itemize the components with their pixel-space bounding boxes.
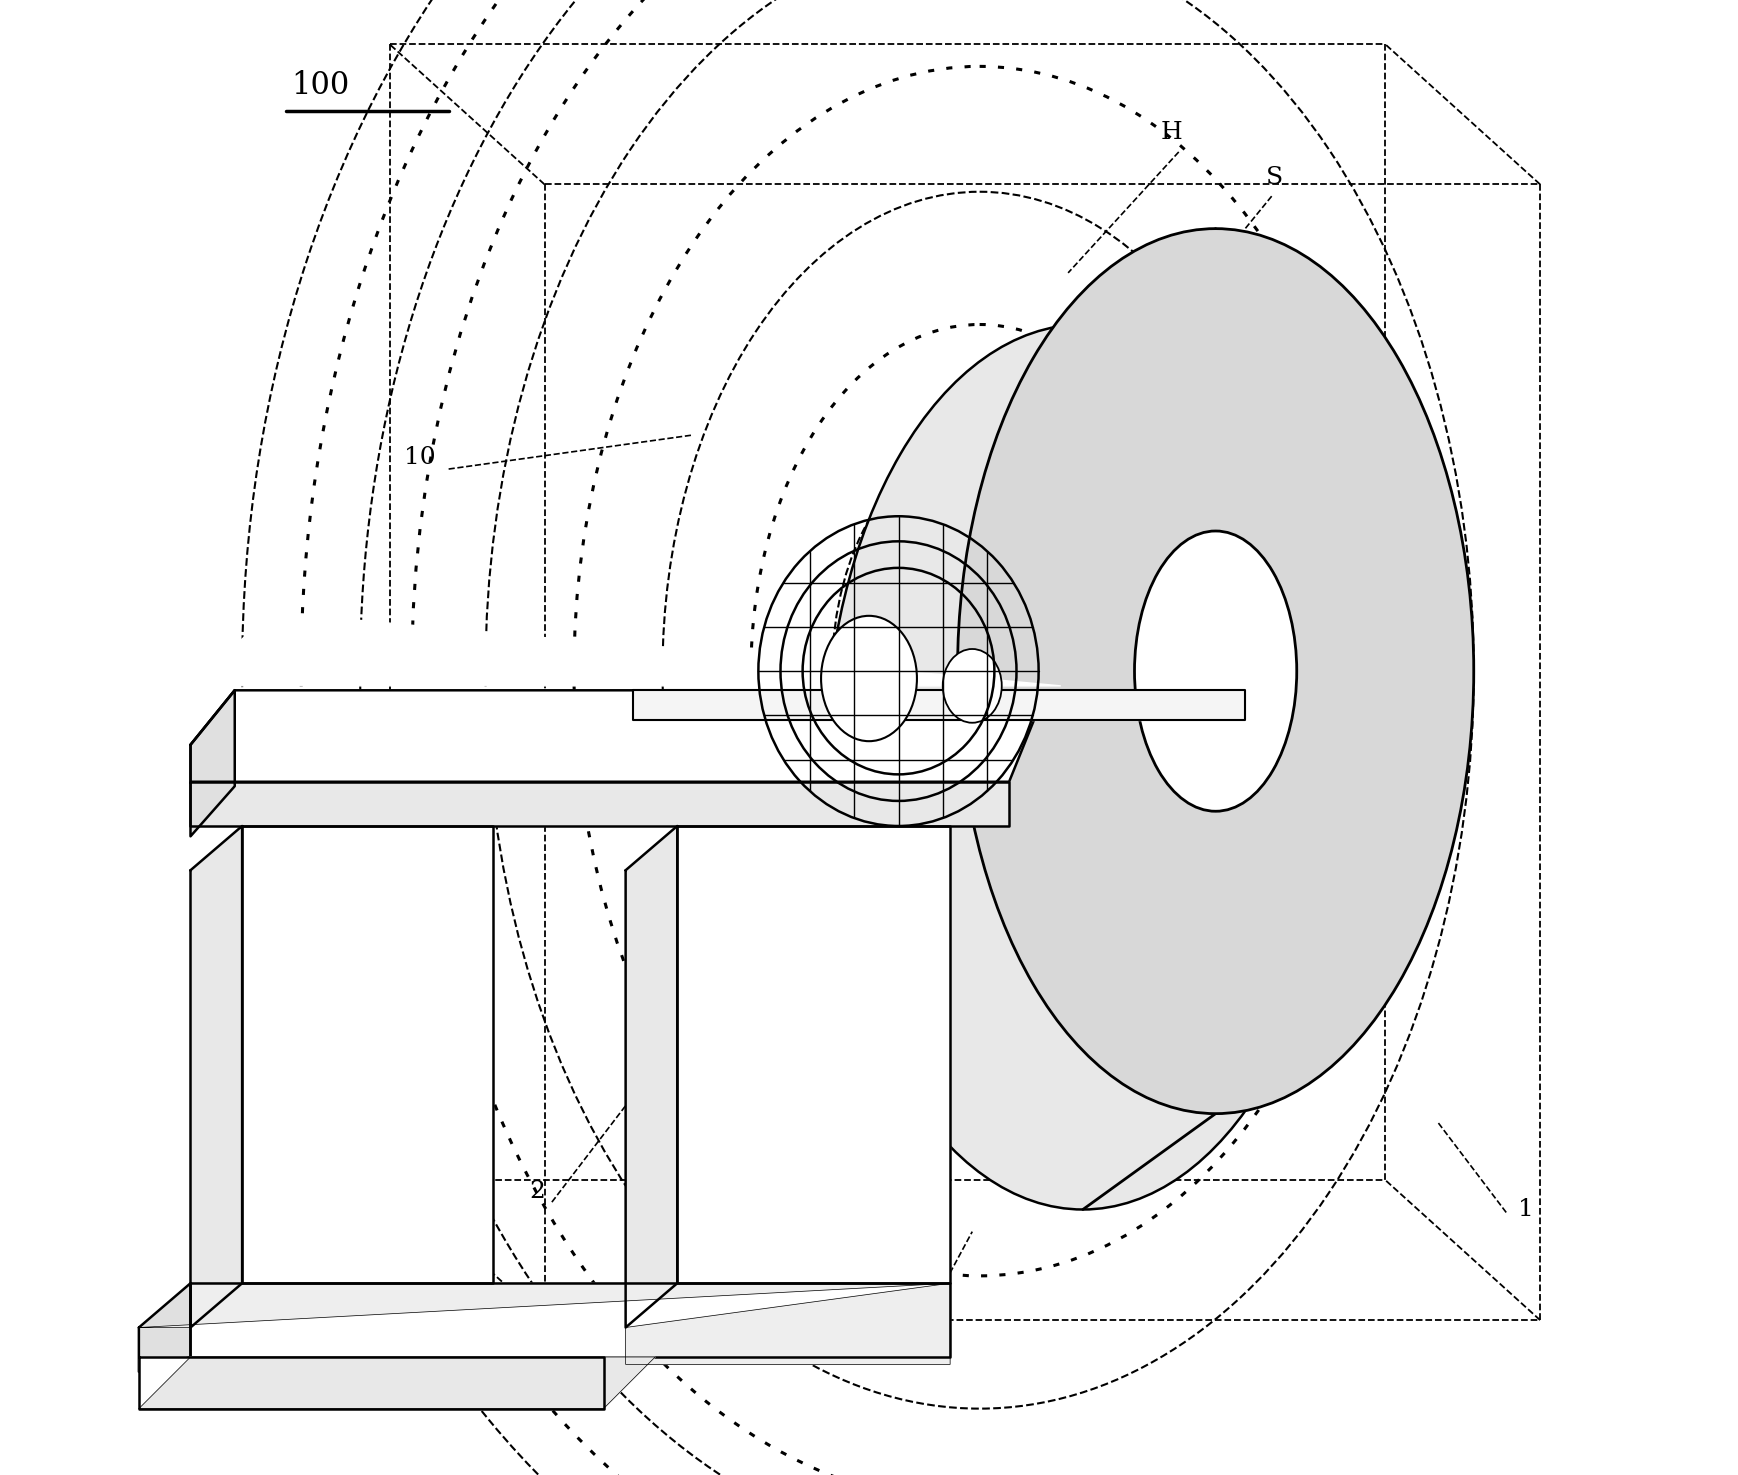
Text: T: T — [224, 1328, 240, 1351]
Polygon shape — [191, 690, 235, 836]
Ellipse shape — [1135, 531, 1297, 811]
Polygon shape — [242, 826, 494, 1283]
Polygon shape — [139, 1357, 655, 1409]
Polygon shape — [139, 1283, 951, 1328]
Text: 5: 5 — [899, 1313, 914, 1336]
Text: 2: 2 — [528, 1180, 546, 1204]
Polygon shape — [191, 782, 1010, 826]
Text: 3: 3 — [666, 1242, 683, 1266]
Polygon shape — [139, 1357, 603, 1409]
Text: S: S — [1265, 165, 1283, 189]
Polygon shape — [678, 826, 951, 1283]
Ellipse shape — [1001, 627, 1164, 907]
Polygon shape — [191, 612, 1060, 686]
Ellipse shape — [958, 229, 1474, 1114]
Ellipse shape — [826, 324, 1342, 1210]
Text: 100: 100 — [290, 69, 349, 102]
Text: 1: 1 — [1517, 1198, 1533, 1221]
Text: 10: 10 — [405, 445, 436, 469]
Polygon shape — [633, 690, 1244, 720]
Ellipse shape — [942, 649, 1001, 723]
Polygon shape — [191, 826, 242, 1328]
Polygon shape — [626, 826, 678, 1328]
Polygon shape — [191, 1283, 951, 1357]
Polygon shape — [626, 1283, 951, 1364]
Ellipse shape — [820, 617, 918, 740]
Polygon shape — [191, 690, 1046, 782]
Text: 4: 4 — [794, 1289, 810, 1313]
Text: H: H — [1161, 121, 1182, 145]
Polygon shape — [139, 1283, 191, 1372]
